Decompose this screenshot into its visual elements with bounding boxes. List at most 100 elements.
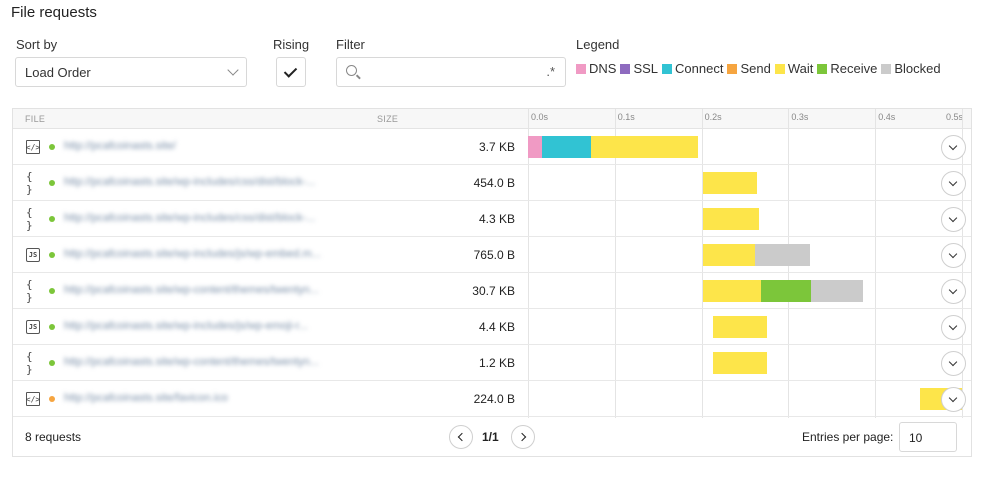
file-size: 765.0 B: [473, 248, 515, 262]
expand-row-button[interactable]: [941, 387, 966, 412]
timeline-tick-label: 0.2s: [704, 112, 722, 122]
css-file-icon: { }: [26, 350, 33, 376]
status-dot: [49, 396, 55, 402]
legend-item-receive: Receive: [817, 61, 877, 76]
expand-row-button[interactable]: [941, 171, 966, 196]
request-count: 8 requests: [25, 430, 82, 444]
rising-checkbox[interactable]: [276, 57, 306, 87]
timeline-gridline: [701, 109, 703, 418]
legend-item-label: DNS: [589, 61, 617, 76]
status-dot: [49, 360, 55, 366]
legend-item-label: Send: [740, 61, 771, 76]
file-url[interactable]: http://pcafcoinasts.site/wp-includes/js/…: [64, 248, 321, 260]
timeline-tick-label: 0.5s: [946, 112, 964, 122]
status-dot: [49, 180, 55, 186]
expand-row-button[interactable]: [941, 135, 966, 160]
expand-row-button[interactable]: [941, 243, 966, 268]
legend-swatch: [576, 63, 586, 74]
previous-page-button[interactable]: [449, 425, 473, 449]
search-icon: [346, 65, 357, 76]
legend-item-ssl: SSL: [620, 61, 658, 76]
table-row[interactable]: { } http://pcafcoinasts.site/wp-content/t…: [13, 273, 971, 309]
timeline-gridline: [875, 109, 877, 418]
entries-per-page-input[interactable]: 10: [899, 422, 957, 452]
file-size: 4.3 KB: [478, 212, 515, 226]
timing-bar-wait: [712, 352, 767, 374]
legend-item-label: Blocked: [894, 61, 941, 76]
file-size: 4.4 KB: [478, 320, 515, 334]
sort-label: Sort by: [16, 37, 58, 52]
expand-row-button[interactable]: [941, 207, 966, 232]
file-requests-table: FILE SIZE 0.0s 0.1s 0.2s 0.3s 0.4s 0.5s </> ht…: [12, 108, 972, 457]
column-header-size: SIZE: [377, 114, 399, 124]
file-size: 1.2 KB: [478, 356, 515, 370]
timing-bar-wait: [591, 136, 699, 158]
timing-waterfall: [528, 345, 971, 381]
table-row[interactable]: </> http://pcafcoinasts.site/favicon.ico 2…: [13, 381, 971, 417]
sort-select[interactable]: Load Order: [15, 57, 247, 87]
status-dot: [49, 288, 55, 294]
js-file-icon: JS: [26, 248, 40, 262]
legend-swatch: [774, 63, 785, 74]
filter-input[interactable]: [365, 62, 535, 82]
page-indicator: 1/1: [482, 430, 499, 444]
sort-value: Load Order: [25, 65, 91, 80]
file-size: 3.7 KB: [478, 140, 515, 154]
timing-bar-wait: [703, 208, 759, 230]
timing-waterfall: [528, 165, 971, 201]
file-url[interactable]: http://pcafcoinasts.site/wp-includes/css…: [64, 176, 316, 188]
image-file-icon: </>: [26, 392, 40, 406]
css-file-icon: { }: [26, 278, 33, 304]
status-dot: [49, 144, 55, 150]
file-url[interactable]: http://pcafcoinasts.site/favicon.ico: [64, 392, 228, 404]
table-row[interactable]: JS http://pcafcoinasts.site/wp-includes/j…: [13, 237, 971, 273]
timeline-tick-label: 0.3s: [791, 112, 809, 122]
legend-swatch: [817, 63, 828, 74]
legend-swatch: [727, 63, 738, 74]
timing-waterfall: [528, 201, 971, 237]
legend-item-label: SSL: [633, 61, 659, 76]
filter-field[interactable]: .*: [336, 57, 566, 87]
table-header: FILE SIZE 0.0s 0.1s 0.2s 0.3s 0.4s 0.5s: [13, 109, 971, 129]
legend-item-label: Connect: [675, 61, 724, 76]
legend-swatch: [662, 63, 673, 74]
timing-bar-wait: [703, 244, 756, 266]
column-header-file: FILE: [25, 114, 46, 124]
file-url[interactable]: http://pcafcoinasts.site/wp-content/them…: [64, 356, 319, 368]
filter-label: Filter: [336, 37, 365, 52]
timing-waterfall: [528, 309, 971, 345]
expand-row-button[interactable]: [941, 315, 966, 340]
status-dot: [49, 324, 55, 330]
table-row[interactable]: { } http://pcafcoinasts.site/wp-includes/…: [13, 165, 971, 201]
legend-item-wait: Wait: [774, 61, 814, 76]
legend-item-dns: DNS: [576, 61, 616, 76]
next-page-button[interactable]: [511, 425, 535, 449]
file-size: 30.7 KB: [472, 284, 515, 298]
expand-row-button[interactable]: [941, 279, 966, 304]
entries-per-page-label: Entries per page:: [802, 430, 894, 444]
file-size: 454.0 B: [473, 176, 515, 190]
regex-toggle[interactable]: .*: [546, 64, 555, 79]
file-url[interactable]: http://pcafcoinasts.site/wp-includes/js/…: [64, 320, 308, 332]
css-file-icon: { }: [26, 170, 33, 196]
timing-waterfall: [528, 381, 971, 417]
file-url[interactable]: http://pcafcoinasts.site/: [64, 140, 176, 152]
legend: DNS SSL Connect Send Wait Receive Blocked: [576, 61, 945, 76]
timeline-tick-label: 0.4s: [878, 112, 896, 122]
table-row[interactable]: JS http://pcafcoinasts.site/wp-includes/j…: [13, 309, 971, 345]
table-row[interactable]: </> http://pcafcoinasts.site/3.7 KB: [13, 129, 971, 165]
timing-waterfall: [528, 237, 971, 273]
file-url[interactable]: http://pcafcoinasts.site/wp-includes/css…: [64, 212, 316, 224]
table-row[interactable]: { } http://pcafcoinasts.site/wp-includes/…: [13, 201, 971, 237]
expand-row-button[interactable]: [941, 351, 966, 376]
file-url[interactable]: http://pcafcoinasts.site/wp-content/them…: [64, 284, 319, 296]
timeline-gridline: [614, 109, 616, 418]
timing-bar-receive: [760, 280, 811, 302]
legend-item-label: Wait: [787, 61, 814, 76]
timeline-gridline: [528, 109, 529, 418]
table-footer: 8 requests 1/1 Entries per page: 10: [13, 418, 971, 456]
timing-waterfall: [528, 273, 971, 309]
table-row[interactable]: { } http://pcafcoinasts.site/wp-content/t…: [13, 345, 971, 381]
timing-bar-dns: [528, 136, 542, 158]
timing-bar-connect: [541, 136, 592, 158]
